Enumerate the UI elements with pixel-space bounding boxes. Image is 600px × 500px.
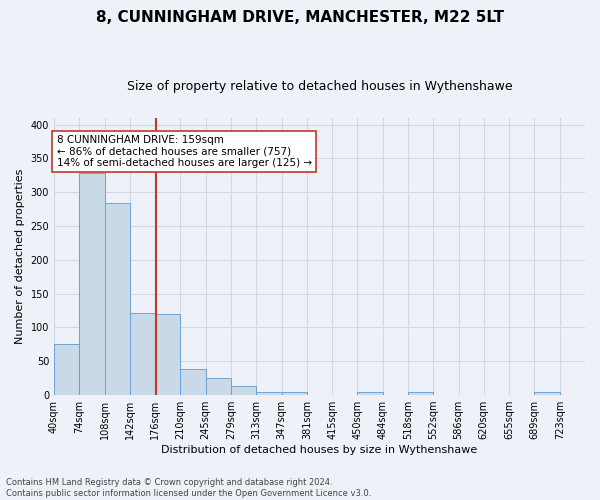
- Bar: [206, 378, 231, 395]
- Bar: [535, 392, 560, 395]
- Bar: [181, 370, 206, 395]
- Text: 8, CUNNINGHAM DRIVE, MANCHESTER, M22 5LT: 8, CUNNINGHAM DRIVE, MANCHESTER, M22 5LT: [96, 10, 504, 25]
- Bar: [130, 312, 155, 395]
- Title: Size of property relative to detached houses in Wythenshawe: Size of property relative to detached ho…: [127, 80, 512, 93]
- Bar: [256, 392, 281, 395]
- Bar: [408, 392, 433, 395]
- Bar: [358, 392, 383, 395]
- Bar: [155, 314, 181, 395]
- Bar: [231, 386, 256, 395]
- Text: 8 CUNNINGHAM DRIVE: 159sqm
← 86% of detached houses are smaller (757)
14% of sem: 8 CUNNINGHAM DRIVE: 159sqm ← 86% of deta…: [56, 134, 311, 168]
- Y-axis label: Number of detached properties: Number of detached properties: [15, 168, 25, 344]
- X-axis label: Distribution of detached houses by size in Wythenshawe: Distribution of detached houses by size …: [161, 445, 478, 455]
- Bar: [54, 344, 79, 395]
- Bar: [104, 203, 130, 395]
- Bar: [281, 392, 307, 395]
- Text: Contains HM Land Registry data © Crown copyright and database right 2024.
Contai: Contains HM Land Registry data © Crown c…: [6, 478, 371, 498]
- Bar: [79, 173, 104, 395]
